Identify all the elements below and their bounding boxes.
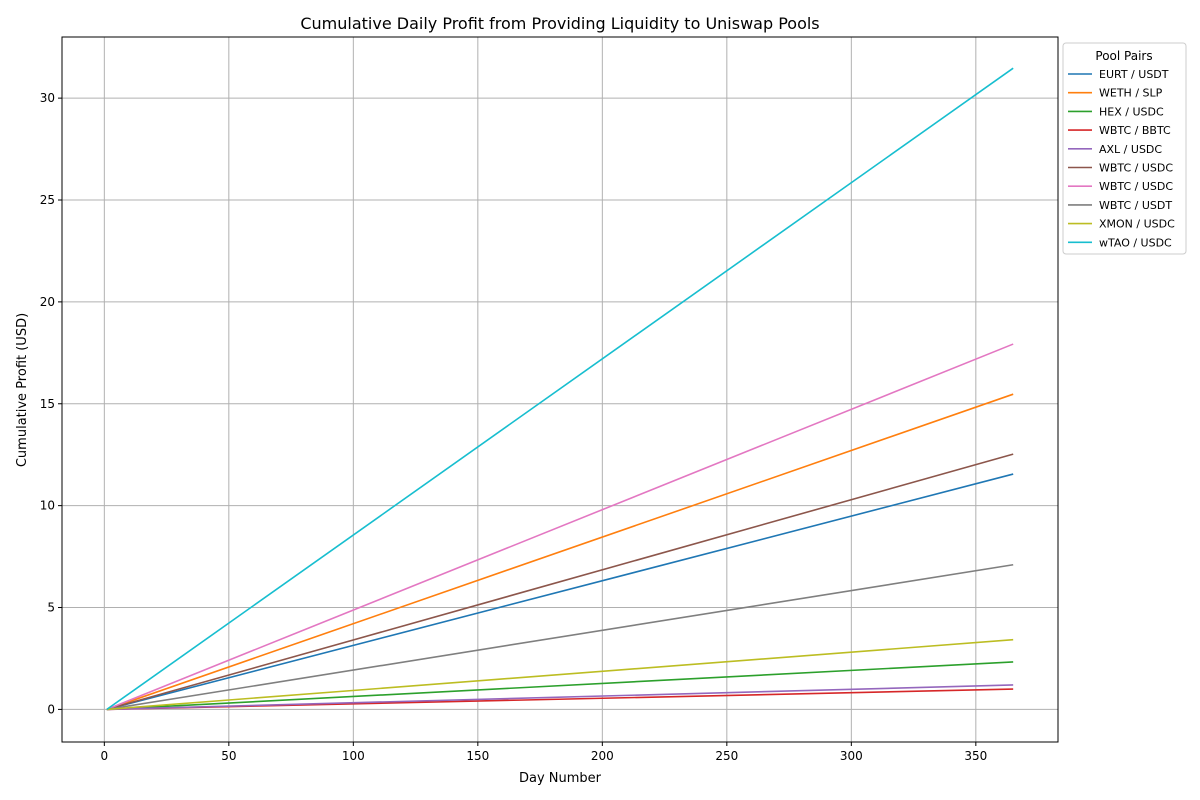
y-tick-label: 0	[47, 702, 55, 716]
series-line-1	[106, 393, 1014, 711]
legend-title: Pool Pairs	[1095, 49, 1152, 63]
legend-label: wTAO / USDC	[1099, 236, 1172, 249]
y-axis-label: Cumulative Profit (USD)	[15, 313, 30, 467]
legend-box	[1062, 42, 1187, 255]
y-axis-ticks: 0 5 10 15 20 25 30	[40, 91, 62, 716]
grid	[62, 37, 1058, 742]
x-tick-label: 150	[466, 749, 489, 763]
y-tick-label: 25	[40, 193, 55, 207]
legend-label: HEX / USDC	[1099, 105, 1164, 118]
legend-label: WBTC / USDC	[1099, 180, 1173, 193]
y-tick-label: 20	[40, 295, 55, 309]
legend-label: AXL / USDC	[1099, 143, 1162, 156]
series-line-5	[106, 453, 1014, 711]
series-lines	[106, 67, 1014, 711]
series-line-8	[106, 638, 1014, 711]
x-tick-label: 0	[101, 749, 109, 763]
x-tick-label: 300	[840, 749, 863, 763]
x-tick-label: 100	[342, 749, 365, 763]
series-line-2	[106, 661, 1014, 711]
chart-title: Cumulative Daily Profit from Providing L…	[300, 14, 819, 33]
x-tick-label: 350	[964, 749, 987, 763]
y-tick-label: 5	[47, 601, 55, 615]
plot-frame	[61, 36, 1059, 743]
x-tick-label: 50	[221, 749, 236, 763]
legend-label: XMON / USDC	[1099, 218, 1175, 231]
legend-label: WETH / SLP	[1099, 87, 1163, 100]
legend-label: WBTC / USDC	[1099, 162, 1173, 175]
series-line-4	[106, 684, 1014, 711]
series-line-9	[106, 67, 1014, 711]
y-tick-label: 10	[40, 499, 55, 513]
x-axis-ticks: 0 50 100 150 200 250 300 350	[101, 742, 987, 763]
legend-label: WBTC / BBTC	[1099, 124, 1171, 137]
y-tick-label: 15	[40, 397, 55, 411]
y-tick-label: 30	[40, 91, 55, 105]
x-tick-label: 200	[591, 749, 614, 763]
series-line-6	[106, 343, 1014, 711]
x-axis-label: Day Number	[519, 771, 602, 786]
series-line-7	[106, 563, 1014, 711]
legend-label: EURT / USDT	[1099, 68, 1169, 81]
legend: Pool Pairs EURT / USDT WETH / SLP HEX / US…	[1062, 42, 1187, 255]
x-tick-label: 250	[715, 749, 738, 763]
legend-label: WBTC / USDT	[1099, 199, 1172, 212]
series-line-0	[106, 473, 1014, 711]
